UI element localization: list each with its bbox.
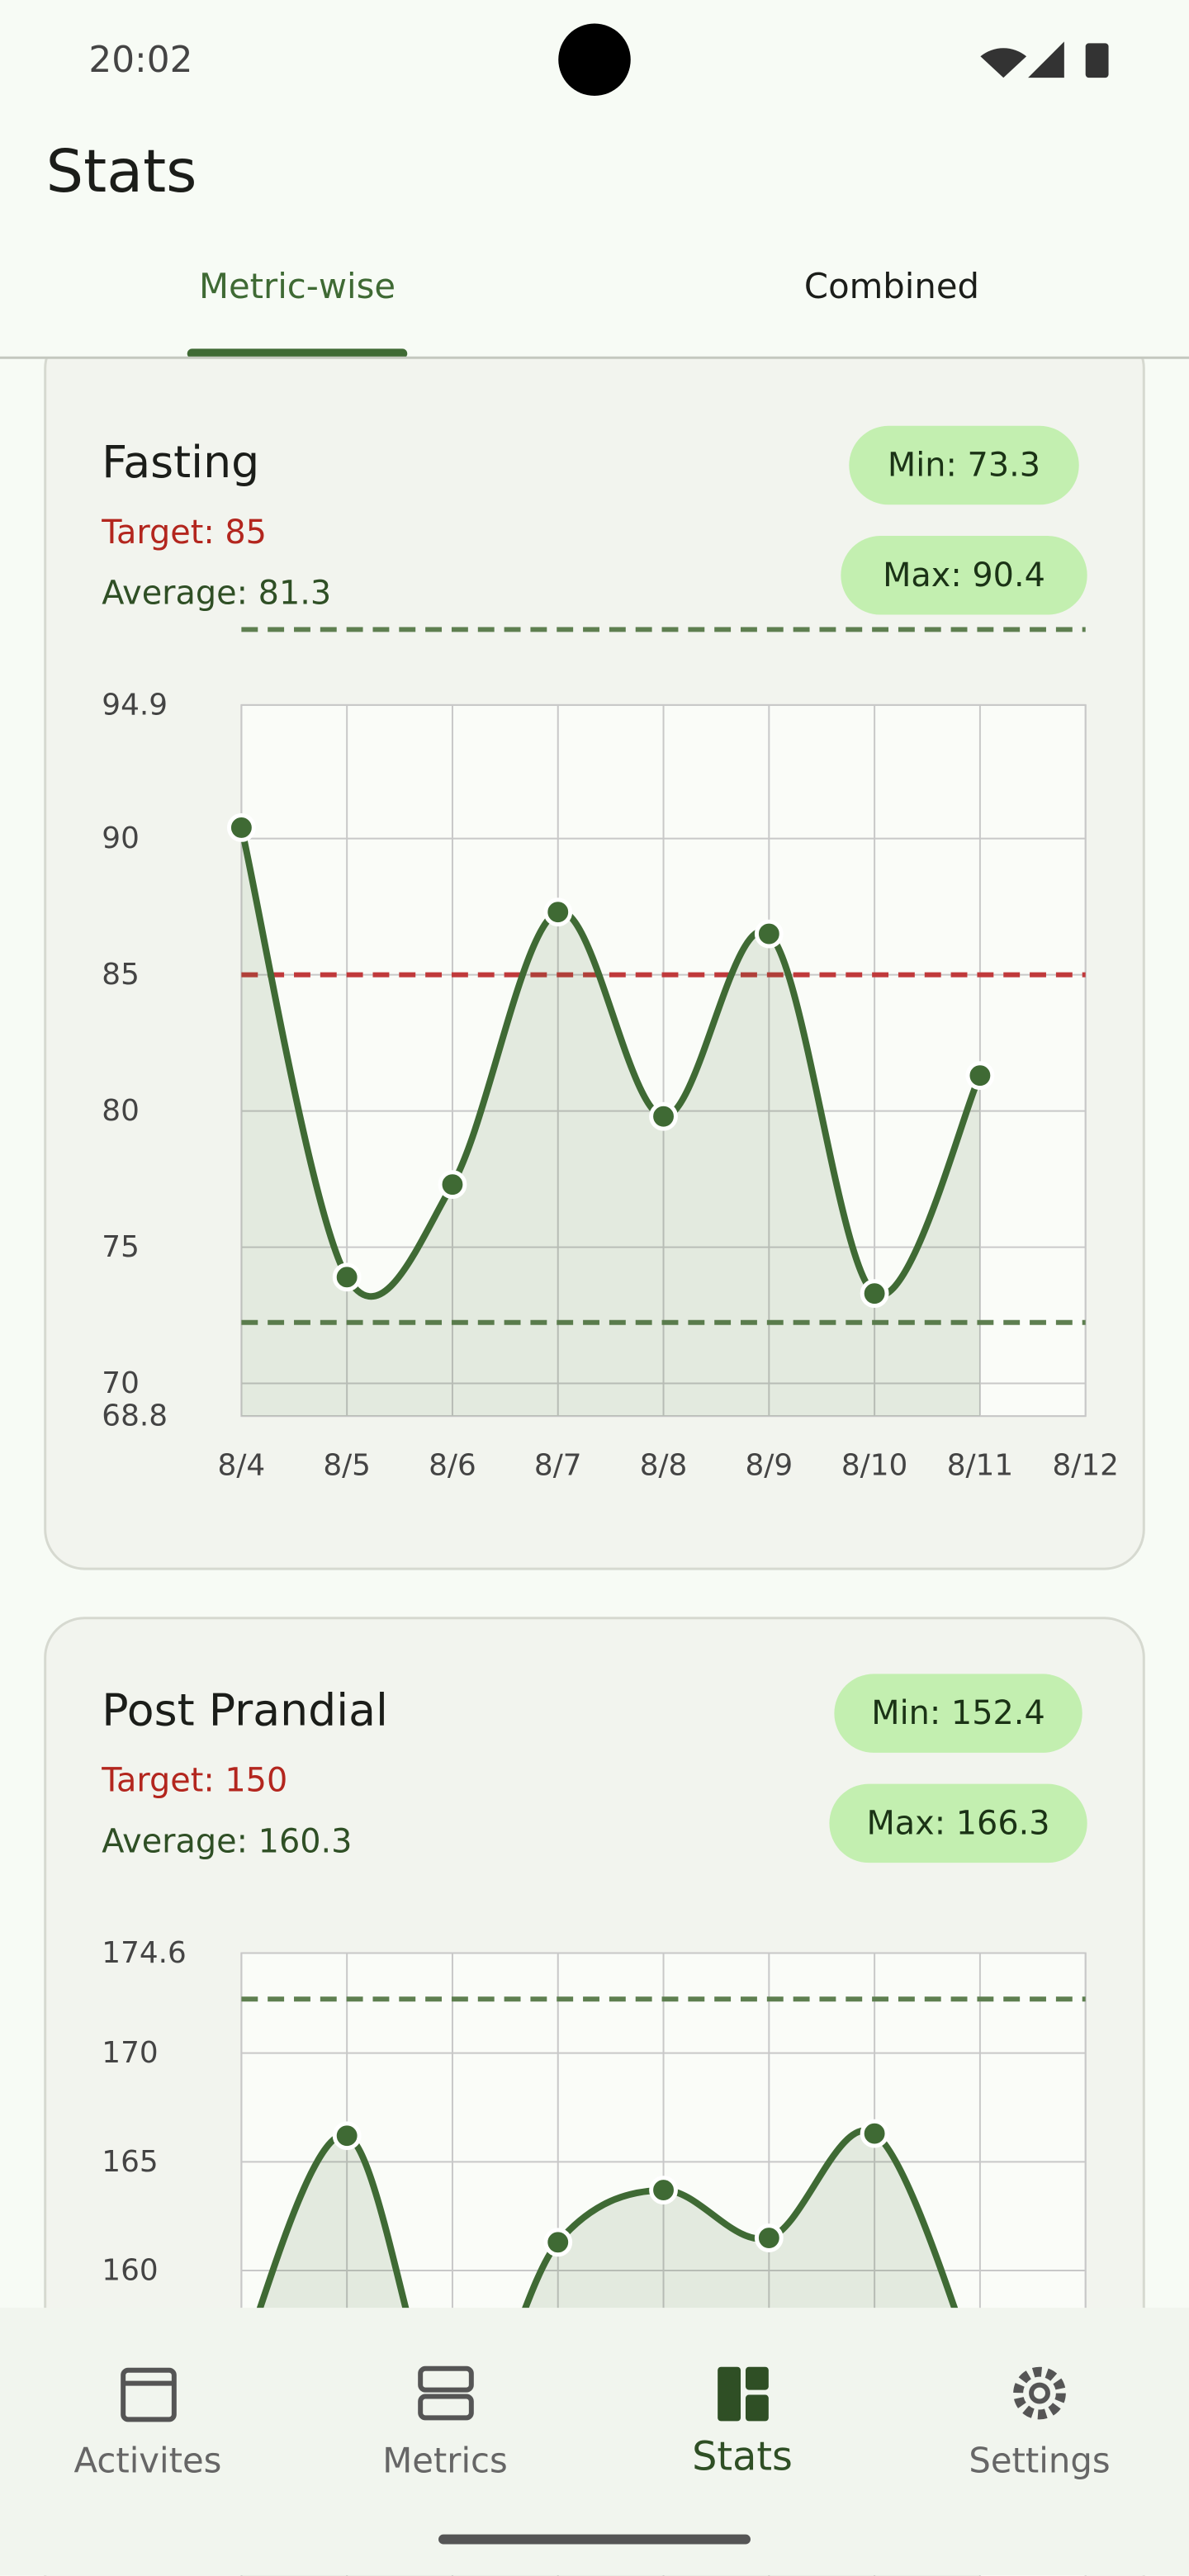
y-tick-label: 160 bbox=[102, 2254, 158, 2288]
point bbox=[754, 2223, 784, 2252]
nav-label[interactable]: Metrics bbox=[382, 2441, 508, 2481]
point bbox=[543, 897, 573, 927]
nav-item[interactable]: Metrics bbox=[382, 2365, 508, 2481]
point bbox=[438, 1170, 467, 1200]
nav-item[interactable]: Stats bbox=[692, 2366, 793, 2480]
y-tick-label: 70 bbox=[102, 1366, 140, 1400]
x-tick-label: 8/6 bbox=[429, 1448, 476, 1482]
point bbox=[332, 1262, 362, 1292]
target-label: Target: 85 bbox=[101, 514, 267, 552]
x-tick-label: 8/7 bbox=[534, 1448, 582, 1482]
x-tick-label: 8/5 bbox=[323, 1448, 371, 1482]
pill-label: Min: 73.3 bbox=[888, 447, 1040, 485]
tab[interactable]: Combined bbox=[804, 266, 979, 306]
y-tick-label: 75 bbox=[102, 1230, 140, 1264]
card-title: Fasting bbox=[102, 436, 259, 488]
pill-label: Max: 166.3 bbox=[867, 1804, 1050, 1842]
pill bbox=[829, 1783, 1087, 1863]
point bbox=[860, 2119, 889, 2148]
stat-card: Fasting Target: 85 Average: 81.3 Min: 73.3 M… bbox=[44, 327, 1145, 1570]
x-tick-label: 8/12 bbox=[1053, 1448, 1119, 1482]
point bbox=[965, 1061, 995, 1091]
average-label: Average: 81.3 bbox=[102, 575, 331, 613]
y-tick-label: 90 bbox=[102, 822, 140, 855]
point bbox=[860, 1279, 889, 1309]
x-tick-label: 8/11 bbox=[947, 1448, 1013, 1482]
nav-label[interactable]: Settings bbox=[969, 2441, 1110, 2481]
area bbox=[241, 827, 980, 1417]
point bbox=[649, 1101, 678, 1131]
metrics-icon bbox=[418, 2394, 474, 2421]
y-tick-label: 165 bbox=[102, 2145, 158, 2179]
home-indicator bbox=[438, 2534, 751, 2545]
stats-icon bbox=[745, 2394, 769, 2422]
settings-icon bbox=[1013, 2366, 1066, 2420]
metrics-icon bbox=[418, 2365, 474, 2393]
status-time: 20:02 bbox=[88, 39, 192, 81]
y-tick-label: 85 bbox=[102, 958, 140, 992]
battery-icon bbox=[1085, 43, 1109, 78]
stats-icon bbox=[718, 2366, 741, 2422]
point bbox=[649, 2176, 678, 2205]
y-tick-label: 174.6 bbox=[102, 1936, 186, 1970]
settings-icon-center bbox=[1029, 2382, 1050, 2404]
card-title: Post Prandial bbox=[102, 1684, 388, 1736]
pill bbox=[834, 1674, 1082, 1753]
nav-item[interactable]: Activites bbox=[74, 2367, 222, 2481]
nav-label[interactable]: Stats bbox=[692, 2435, 793, 2480]
point bbox=[543, 2228, 573, 2257]
pill bbox=[841, 536, 1087, 615]
wifi-icon bbox=[980, 48, 1027, 78]
content: Fasting Target: 85 Average: 81.3 Min: 73.3 M… bbox=[44, 327, 1145, 2576]
nav-item[interactable]: Settings bbox=[969, 2366, 1111, 2481]
point bbox=[226, 813, 256, 842]
point bbox=[754, 919, 784, 949]
signal-icon bbox=[1028, 41, 1064, 78]
nav-background bbox=[0, 2308, 1189, 2576]
stats-icon bbox=[745, 2366, 769, 2390]
y-tick-label: 80 bbox=[102, 1094, 140, 1128]
target-label: Target: 150 bbox=[101, 1762, 287, 1800]
x-tick-label: 8/10 bbox=[841, 1448, 907, 1482]
y-tick-label: 170 bbox=[102, 2036, 158, 2070]
page-title: Stats bbox=[46, 137, 197, 206]
x-tick-label: 8/8 bbox=[640, 1448, 688, 1482]
point bbox=[332, 2121, 362, 2151]
x-tick-label: 8/4 bbox=[218, 1448, 266, 1482]
pill bbox=[849, 425, 1079, 505]
tab-indicator bbox=[187, 348, 408, 359]
y-tick-label: 94.9 bbox=[102, 688, 168, 722]
nav-bar: Activites Metrics Stats Settings bbox=[0, 2308, 1189, 2576]
nav-label[interactable]: Activites bbox=[74, 2441, 222, 2481]
pill-label: Max: 90.4 bbox=[883, 556, 1045, 594]
camera bbox=[558, 23, 631, 97]
pill-label: Min: 152.4 bbox=[871, 1694, 1045, 1732]
average-label: Average: 160.3 bbox=[102, 1822, 352, 1860]
y-tick-label: 68.8 bbox=[102, 1399, 168, 1433]
x-tick-label: 8/9 bbox=[746, 1448, 793, 1482]
tab[interactable]: Metric-wise bbox=[199, 266, 396, 306]
calendar-icon bbox=[121, 2367, 177, 2422]
